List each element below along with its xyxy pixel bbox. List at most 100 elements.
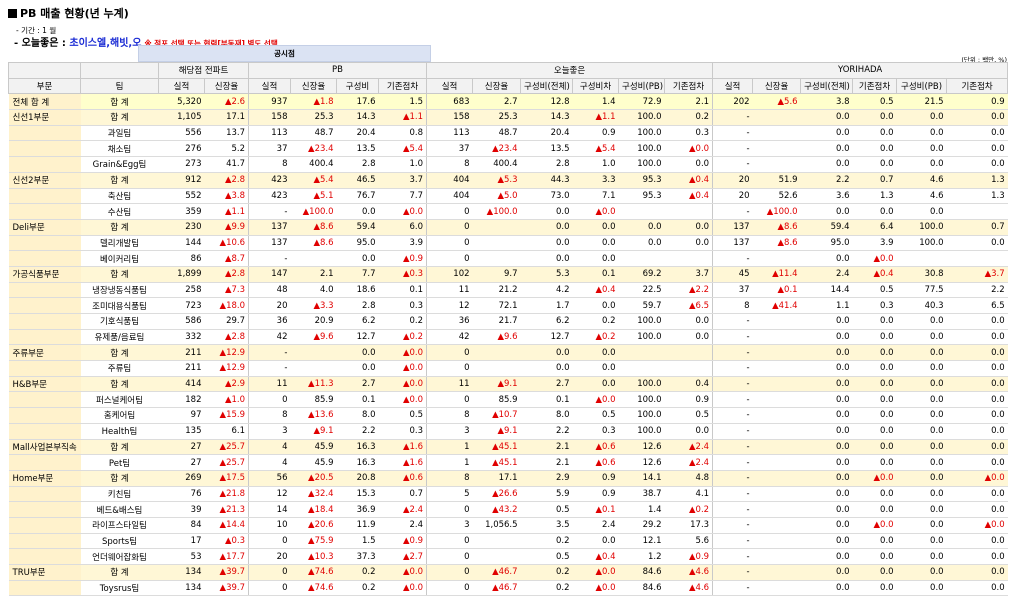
team-cell: 합 계 bbox=[80, 109, 159, 126]
table-row[interactable]: 수산팀 359 ▲1.1- ▲100.0 0.0 ▲0.0 0 ▲100.0 0.0 ▲0.0- ▲… bbox=[8, 203, 1008, 220]
division-cell: 주류부문 bbox=[8, 344, 81, 362]
table-row[interactable]: TRU부문 합 계 134 ▲39.7 0 ▲74.6 0.2 ▲0.0 0 ▲46.7 0.2 ▲0… bbox=[8, 564, 1008, 581]
division-cell bbox=[8, 423, 81, 440]
value-cell: 45 bbox=[712, 265, 753, 283]
table-row[interactable]: 유제품/음료팀 332 ▲2.8 42 ▲9.6 12.7 ▲0.2 42 ▲9.6 12.7 ▲0… bbox=[8, 329, 1008, 346]
division-cell bbox=[8, 548, 81, 565]
value-cell: 0.0 bbox=[852, 533, 897, 550]
value-cell: 100.0 bbox=[896, 218, 947, 236]
table-row[interactable]: 베이커리팀 86 ▲8.7-0.0 ▲0.9 0 0.0 0.0-0.0 ▲0.0 bbox=[8, 250, 1008, 267]
value-cell: 2.7 bbox=[336, 375, 379, 393]
table-row[interactable]: 언더웨어잡화팀 53 ▲17.7 20 ▲10.3 37.3 ▲2.7 0 0.5 ▲0.4 1.2… bbox=[8, 548, 1008, 565]
table-row[interactable]: 기호식품팀 586 29.7 36 20.9 6.2 0.2 36 21.7 6.2 0.2 100.… bbox=[8, 313, 1008, 330]
value-cell: 29.7 bbox=[204, 313, 249, 330]
value-cell: 8 bbox=[248, 156, 291, 173]
table-row[interactable]: Deli부문 합 계 230 ▲9.9 137 ▲8.6 59.4 6.0 0 0.0 0.0 0.0… bbox=[8, 218, 1008, 236]
table-row[interactable]: Grain&Egg팀 273 41.7 8 400.4 2.8 1.0 8 400.4 2.8 1.… bbox=[8, 156, 1008, 173]
value-cell: 3 bbox=[248, 423, 291, 440]
table-row[interactable]: Toysrus팀 134 ▲39.7 0 ▲74.6 0.2 ▲0.0 0 ▲46.7 0.2 ▲0… bbox=[8, 580, 1008, 597]
value-cell: 0.0 bbox=[800, 329, 853, 346]
team-cell: Sports팀 bbox=[80, 533, 159, 550]
value-cell: - bbox=[712, 501, 753, 518]
value-cell bbox=[752, 109, 801, 126]
table-row[interactable]: 주류팀 211 ▲12.9-0.0 ▲0.0 0 0.0 0.0-0.0 0.0 0.0 0.0 bbox=[8, 360, 1008, 377]
table-row[interactable]: 홈케어팀 97 ▲15.9 8 ▲13.6 8.0 0.5 8 ▲10.7 8.0 0.5 100.0… bbox=[8, 407, 1008, 424]
value-cell: 0.0 bbox=[852, 156, 897, 173]
value-cell bbox=[752, 125, 801, 142]
value-cell bbox=[618, 360, 665, 377]
value-cell bbox=[752, 454, 801, 471]
table-row[interactable]: Pet팀 27 ▲25.7 4 45.9 16.3 ▲1.6 1 ▲45.1 2.1 ▲0.6 12.… bbox=[8, 454, 1008, 471]
value-cell: ▲10.7 bbox=[472, 407, 521, 424]
value-cell: 7.7 bbox=[378, 188, 427, 205]
value-cell bbox=[618, 250, 665, 267]
header-division: 부문 bbox=[8, 77, 81, 95]
table-row[interactable]: 축산팀 552 ▲3.8 423 ▲5.1 76.7 7.7 404 ▲5.0 73.0 7.1 95… bbox=[8, 188, 1008, 205]
value-cell: 0.0 bbox=[896, 391, 947, 409]
value-cell: 400.4 bbox=[290, 156, 337, 173]
table-row[interactable]: Sports팀 17 ▲0.3 0 ▲75.9 1.5 ▲0.9 0 0.2 0.0 12.1 5.6… bbox=[8, 533, 1008, 550]
table-row[interactable]: Health팀 135 6.1 3 ▲9.1 2.2 0.3 3 ▲9.1 2.2 0.3 100.0… bbox=[8, 423, 1008, 440]
value-cell: 100.0 bbox=[618, 391, 665, 409]
value-cell: ▲0.3 bbox=[204, 533, 249, 550]
table-row[interactable]: 과일팀 556 13.7 113 48.7 20.4 0.8 113 48.7 20.4 0.9 10… bbox=[8, 125, 1008, 142]
value-cell: 0.0 bbox=[336, 344, 379, 362]
value-cell: 0.0 bbox=[800, 486, 853, 503]
value-cell: ▲0.2 bbox=[664, 501, 713, 518]
table-row[interactable]: 퍼스널케어팀 182 ▲1.0 0 85.9 0.1 ▲0.0 0 85.9 0.1 ▲0.0 100… bbox=[8, 391, 1008, 409]
value-cell: ▲0.0 bbox=[378, 391, 427, 409]
value-cell: 0.0 bbox=[852, 486, 897, 503]
value-cell: 552 bbox=[158, 188, 205, 205]
value-cell: 0.0 bbox=[896, 156, 947, 173]
value-cell: 0.0 bbox=[852, 109, 897, 126]
table-row[interactable]: 베드&배스팀 39 ▲21.3 14 ▲18.4 36.9 ▲2.4 0 ▲43.2 0.5 ▲0.… bbox=[8, 501, 1008, 518]
value-cell: ▲3.7 bbox=[946, 265, 1008, 283]
value-cell: 2.8 bbox=[336, 297, 379, 314]
value-cell: 2.1 bbox=[520, 438, 573, 456]
value-cell: 0.0 bbox=[852, 564, 897, 581]
value-cell: - bbox=[712, 454, 753, 471]
value-cell: ▲2.6 bbox=[204, 93, 249, 111]
value-cell: ▲45.1 bbox=[472, 454, 521, 471]
table-row[interactable]: 주류부문 합 계 211 ▲12.9-0.0 ▲0.0 0 0.0 0.0-0.0 0.0 0.0… bbox=[8, 344, 1008, 362]
table-row[interactable]: 조미대용식품팀 723 ▲18.0 20 ▲3.3 2.8 0.3 12 72.1 1.7 0.0 5… bbox=[8, 297, 1008, 314]
table-row[interactable]: H&B부문 합 계 414 ▲2.9 11 ▲11.3 2.7 ▲0.0 11 ▲9.1 2.7 0.… bbox=[8, 375, 1008, 393]
table-row[interactable]: 라이프스타일팀 84 ▲14.4 10 ▲20.6 11.9 2.4 3 1,056.5 3.5 2… bbox=[8, 517, 1008, 534]
value-cell: 12.7 bbox=[336, 329, 379, 346]
table-row[interactable]: 신선2부문 합 계 912 ▲2.8 423 ▲5.4 46.5 3.7 404 ▲5.3 44.3… bbox=[8, 171, 1008, 189]
value-cell: 0.0 bbox=[852, 125, 897, 142]
value-cell: 17.3 bbox=[664, 517, 713, 534]
value-cell: 84.6 bbox=[618, 564, 665, 581]
value-cell: ▲17.7 bbox=[204, 548, 249, 565]
table-row[interactable]: Mall사업본부직속 합 계 27 ▲25.7 4 45.9 16.3 ▲1.6 1 ▲45.1 2… bbox=[8, 438, 1008, 456]
store-type-tab[interactable]: 공시점 bbox=[138, 45, 431, 62]
value-cell: 2.7 bbox=[472, 93, 521, 111]
value-cell: 41.7 bbox=[204, 156, 249, 173]
value-cell: 0.0 bbox=[946, 533, 1008, 550]
team-cell: 베드&배스팀 bbox=[80, 501, 159, 518]
brand-prefix: - 오늘좋은 : bbox=[14, 38, 70, 49]
value-cell: 0.0 bbox=[946, 125, 1008, 142]
value-cell: 0.0 bbox=[664, 156, 713, 173]
team-cell: 델리개발팀 bbox=[80, 235, 159, 252]
table-row[interactable]: 델리개발팀 144 ▲10.6 137 ▲8.6 95.0 3.9 0 0.0 0.0 0.0 0.0… bbox=[8, 235, 1008, 252]
value-cell: 0.7 bbox=[946, 218, 1008, 236]
value-cell: 85.9 bbox=[472, 391, 521, 409]
table-row[interactable]: 냉장냉동식품팀 258 ▲7.3 48 4.0 18.6 0.1 11 21.2 4.2 ▲0.4 2… bbox=[8, 282, 1008, 299]
value-cell: 100.0 bbox=[618, 140, 665, 158]
value-cell bbox=[752, 533, 801, 550]
table-row[interactable]: 신선1부문 합 계 1,105 17.1 158 25.3 14.3 ▲1.1 158 25.3 1… bbox=[8, 109, 1008, 126]
table-row[interactable]: 채소팀 276 5.2 37 ▲23.4 13.5 ▲5.4 37 ▲23.4 13.5 ▲5.4 1… bbox=[8, 140, 1008, 158]
value-cell: ▲100.0 bbox=[752, 203, 801, 220]
brand-list[interactable]: 초이스엘,해빗,오 bbox=[69, 38, 142, 49]
table-row[interactable]: 가공식품부문 합 계 1,899 ▲2.8 147 2.1 7.7 ▲0.3 102 9.7 5.3… bbox=[8, 265, 1008, 283]
value-cell: ▲11.4 bbox=[752, 265, 801, 283]
value-cell: 147 bbox=[248, 265, 291, 283]
value-cell: 0.1 bbox=[378, 282, 427, 299]
team-cell: Health팀 bbox=[80, 423, 159, 440]
value-cell: 1.5 bbox=[336, 533, 379, 550]
table-row[interactable]: Home부문 합 계 269 ▲17.5 56 ▲20.5 20.8 ▲0.6 8 17.1 2.9… bbox=[8, 469, 1008, 487]
table-row[interactable]: 키친팀 76 ▲21.8 12 ▲32.4 15.3 0.7 5 ▲26.6 5.9 0.9 38.7… bbox=[8, 486, 1008, 503]
value-cell: 42 bbox=[426, 329, 473, 346]
